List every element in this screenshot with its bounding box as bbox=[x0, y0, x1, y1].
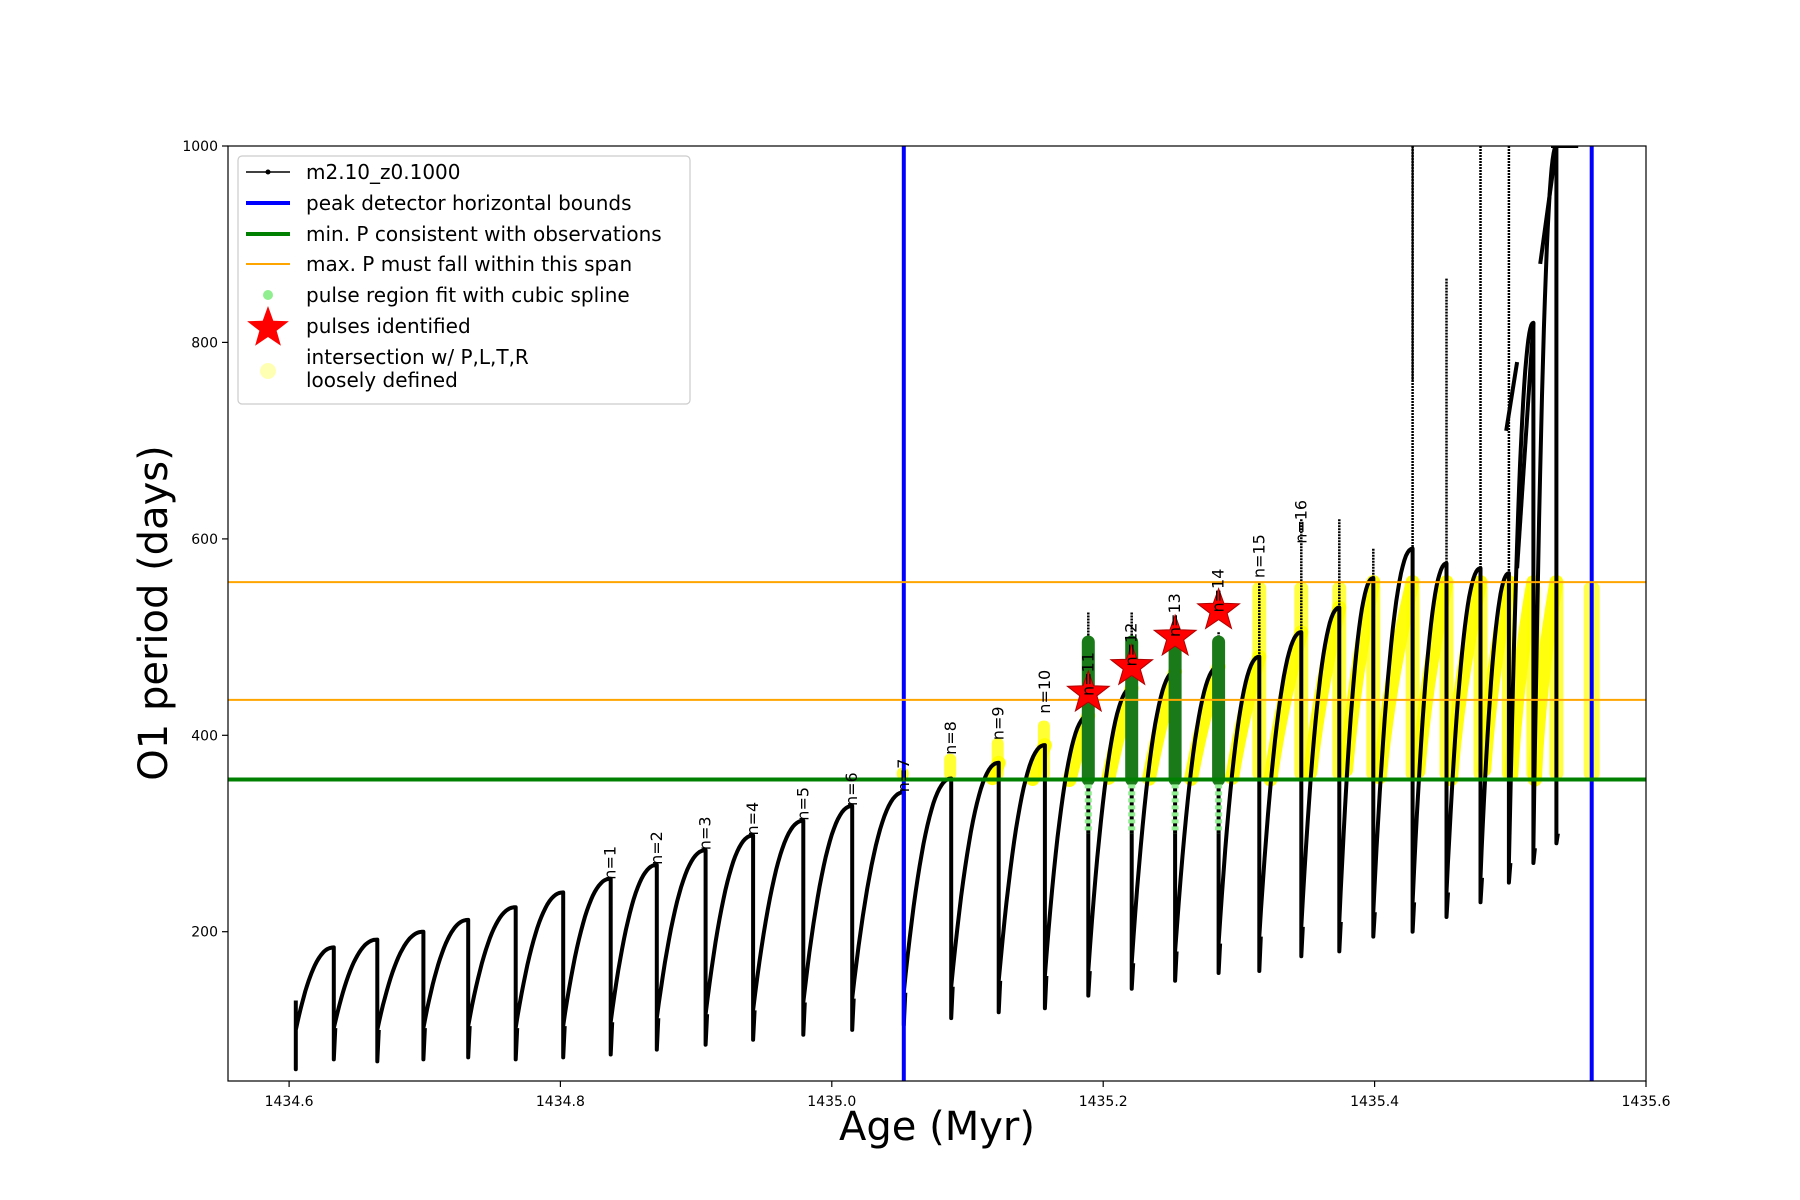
y-tick-label: 200 bbox=[191, 925, 218, 941]
pulse-number-label: n=16 bbox=[1291, 500, 1310, 544]
pulse-number-label: n=15 bbox=[1249, 534, 1268, 578]
legend-label: max. P must fall within this span bbox=[306, 252, 632, 276]
pulse-number-label: n=11 bbox=[1078, 652, 1097, 696]
x-tick-label: 1435.6 bbox=[1622, 1094, 1671, 1110]
legend-label: loosely defined bbox=[306, 368, 458, 392]
legend-swatch-dot bbox=[263, 290, 273, 300]
identified-pulse-star bbox=[1196, 587, 1241, 630]
late-track-segment bbox=[1538, 146, 1559, 265]
legend-label: min. P consistent with observations bbox=[306, 222, 662, 246]
identified-pulse-star bbox=[1065, 669, 1111, 713]
x-axis-label: Age (Myr) bbox=[839, 1104, 1035, 1150]
legend-label: intersection w/ P,L,T,R bbox=[306, 345, 529, 369]
legend-label: pulses identified bbox=[306, 314, 471, 338]
x-tick-label: 1435.4 bbox=[1350, 1094, 1399, 1110]
pulse-number-label: n=14 bbox=[1209, 569, 1228, 613]
identified-pulse-star bbox=[1109, 643, 1155, 686]
pulse-number-label: n=6 bbox=[842, 772, 861, 806]
y-axis-label: O1 period (days) bbox=[131, 445, 177, 780]
pulse-number-label: n=4 bbox=[743, 802, 762, 836]
late-track-segment bbox=[1515, 322, 1536, 569]
x-tick-label: 1434.8 bbox=[536, 1094, 585, 1110]
pulse-number-label: n=1 bbox=[601, 846, 620, 880]
pulse-number-label: n=3 bbox=[696, 816, 715, 850]
pulse-number-label: n=13 bbox=[1165, 593, 1184, 637]
identified-pulse-star bbox=[1152, 613, 1198, 657]
y-tick-label: 800 bbox=[191, 335, 218, 351]
x-tick-label: 1434.6 bbox=[265, 1094, 314, 1110]
model-track-layer bbox=[293, 146, 1579, 1072]
pulse-number-label: n=10 bbox=[1035, 670, 1054, 714]
legend-label: m2.10_z0.1000 bbox=[306, 160, 461, 184]
y-axis-ticks: 200 400 600 800 1000 bbox=[182, 139, 228, 941]
pulse-number-label: n=2 bbox=[647, 831, 666, 865]
y-tick-label: 400 bbox=[191, 728, 218, 744]
model-track-line bbox=[293, 146, 1560, 1072]
legend-swatch-dot bbox=[265, 169, 271, 175]
loose-region-blob bbox=[944, 753, 957, 780]
pulse-number-label: n=5 bbox=[793, 787, 812, 821]
y-tick-label: 1000 bbox=[182, 139, 218, 155]
plot-frame bbox=[227, 145, 1647, 1082]
legend-swatch-dot bbox=[260, 363, 276, 379]
pulse-number-label: n=9 bbox=[989, 706, 1008, 740]
legend-label: peak detector horizontal bounds bbox=[306, 191, 632, 215]
pulse-number-label: n=12 bbox=[1122, 623, 1141, 667]
x-axis-ticks: 1434.6 1434.8 1435.0 1435.2 1435.4 1435.6 bbox=[265, 1081, 1671, 1110]
x-tick-label: 1435.2 bbox=[1079, 1094, 1128, 1110]
pulse-number-label: n=7 bbox=[894, 759, 913, 793]
x-tick-label: 1435.0 bbox=[807, 1094, 856, 1110]
identified-pulses-layer bbox=[1065, 587, 1241, 713]
late-track-segment bbox=[1504, 361, 1520, 432]
legend-frame bbox=[237, 155, 691, 405]
reference-lines-layer bbox=[228, 146, 1646, 1081]
legend-label: pulse region fit with cubic spline bbox=[306, 283, 630, 307]
pulse-number-labels: n=1 n=2 n=3 n=4 n=5 n=6 n=7 n=8 n=9 n=10 n=11 n=12 n… bbox=[601, 500, 1311, 880]
y-tick-label: 600 bbox=[191, 532, 218, 548]
legend-swatch-star bbox=[247, 306, 289, 346]
pulse-number-label: n=8 bbox=[941, 721, 960, 755]
